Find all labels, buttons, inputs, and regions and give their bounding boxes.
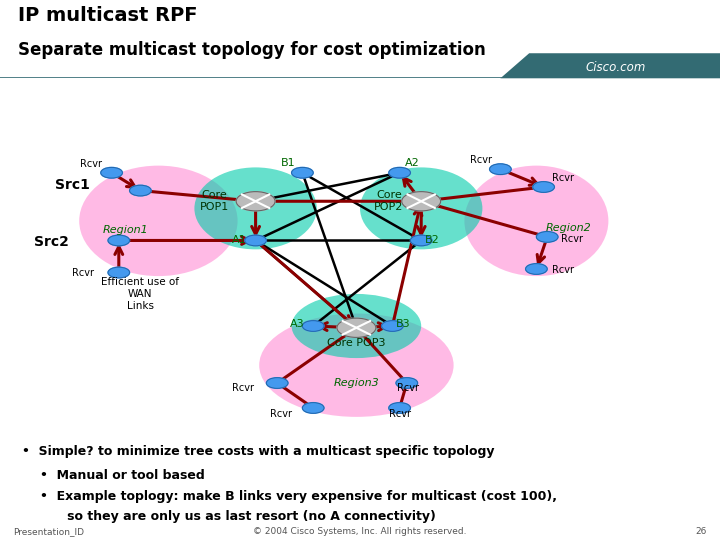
Ellipse shape [360,167,482,249]
Circle shape [389,403,410,413]
Polygon shape [500,53,720,78]
Circle shape [266,377,288,388]
Circle shape [108,235,130,246]
Text: B1: B1 [281,158,295,168]
Text: Rcvr: Rcvr [389,409,410,419]
Text: •  Example toplogy: make B links very expensive for multicast (cost 100),: • Example toplogy: make B links very exp… [40,490,557,503]
Text: © 2004 Cisco Systems, Inc. All rights reserved.: © 2004 Cisco Systems, Inc. All rights re… [253,526,467,536]
Text: 26: 26 [696,526,707,536]
Text: Core
POP1: Core POP1 [200,191,229,212]
Text: Region1: Region1 [103,225,149,235]
Text: Rcvr: Rcvr [552,265,574,275]
Text: Cisco.com: Cisco.com [585,61,646,74]
Text: Rcvr: Rcvr [72,267,94,278]
Circle shape [533,181,554,192]
Circle shape [130,185,151,196]
Text: so they are only us as last resort (no A connectivity): so they are only us as last resort (no A… [54,510,436,523]
Ellipse shape [292,294,421,358]
Circle shape [245,235,266,246]
Text: IP multicast RPF: IP multicast RPF [18,6,197,25]
Text: B2: B2 [425,235,439,246]
Circle shape [389,167,410,178]
Text: Src2: Src2 [35,234,69,248]
Circle shape [337,318,376,338]
Ellipse shape [259,314,454,417]
Text: Rcvr: Rcvr [397,383,419,393]
Text: Separate multicast topology for cost optimization: Separate multicast topology for cost opt… [18,40,486,59]
Circle shape [402,192,441,211]
Text: Rcvr: Rcvr [470,156,492,165]
Circle shape [302,321,324,332]
Text: Region3: Region3 [333,378,379,388]
Text: Rcvr: Rcvr [233,383,254,393]
Text: Src1: Src1 [55,178,89,192]
Ellipse shape [79,166,238,276]
Text: A3: A3 [290,319,305,329]
Text: •  Manual or tool based: • Manual or tool based [40,469,204,482]
Circle shape [292,167,313,178]
Text: A2: A2 [405,158,419,168]
Text: Rcvr: Rcvr [552,173,574,183]
Text: Core
POP2: Core POP2 [374,191,403,212]
Text: A1: A1 [232,235,246,246]
Circle shape [396,377,418,388]
Circle shape [536,232,558,242]
Circle shape [302,403,324,413]
Text: Core POP3: Core POP3 [327,338,386,348]
Text: Rcvr: Rcvr [270,409,292,419]
Text: Presentation_ID: Presentation_ID [13,526,84,536]
Circle shape [410,235,432,246]
Circle shape [382,321,403,332]
Text: Rcvr: Rcvr [562,234,583,244]
Circle shape [490,164,511,174]
Circle shape [108,267,130,278]
Ellipse shape [464,166,608,276]
Text: •  Simple? to minimize tree costs with a multicast specific topology: • Simple? to minimize tree costs with a … [22,445,494,458]
Ellipse shape [194,167,317,249]
Circle shape [236,192,275,211]
Text: Efficient use of
WAN
Links: Efficient use of WAN Links [102,278,179,310]
Circle shape [101,167,122,178]
Text: Rcvr: Rcvr [81,159,102,169]
Circle shape [526,264,547,274]
Text: B3: B3 [396,319,410,329]
Text: Region2: Region2 [546,223,592,233]
